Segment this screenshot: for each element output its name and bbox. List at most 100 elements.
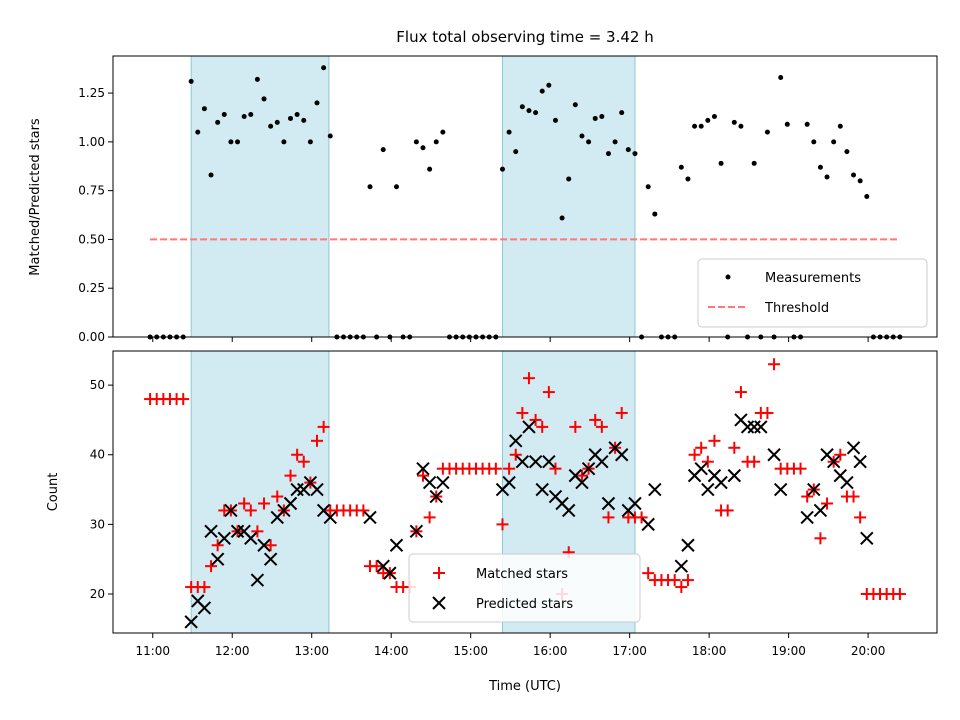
matched-star-point xyxy=(688,448,701,461)
measurement-point xyxy=(235,139,241,145)
ratio-y-ticks: 0.00 0.25 0.50 0.75 1.00 1.25 xyxy=(78,86,113,344)
matched-star-point xyxy=(264,539,277,552)
matched-star-point xyxy=(205,560,218,573)
matched-star-point xyxy=(794,462,807,475)
predicted-star-point xyxy=(860,531,874,546)
matched-star-point xyxy=(284,469,297,482)
x-tick-label: 20:00 xyxy=(851,644,886,658)
measurement-point xyxy=(533,110,539,116)
measurement-point xyxy=(837,123,843,129)
y-tick-label: 40 xyxy=(90,448,105,462)
measurement-point xyxy=(367,184,373,190)
predicted-star-point xyxy=(740,420,755,434)
measurement-point xyxy=(433,139,439,145)
measurement-point xyxy=(784,121,790,127)
matched-star-point xyxy=(695,441,708,454)
measurement-point xyxy=(539,88,545,94)
matched-star-point xyxy=(503,462,516,475)
predicted-star-point xyxy=(528,455,543,469)
legend-predicted-label: Predicted stars xyxy=(476,597,573,612)
matched-star-point xyxy=(569,420,582,433)
matched-star-point xyxy=(893,588,906,601)
predicted-star-point xyxy=(429,489,443,504)
measurement-point xyxy=(427,166,433,172)
measurement-point xyxy=(586,139,592,145)
measurement-point xyxy=(215,119,221,125)
matched-star-point xyxy=(748,455,761,468)
measurement-point xyxy=(698,123,704,129)
predicted-star-point xyxy=(601,496,616,511)
ratio-x-ticks xyxy=(152,337,869,342)
measurement-point xyxy=(579,133,585,139)
measurement-point xyxy=(864,194,870,199)
predicted-star-point xyxy=(263,552,278,566)
legend-matched-label: Matched stars xyxy=(476,567,568,582)
measurement-point xyxy=(817,164,823,170)
measurement-point xyxy=(254,76,260,82)
measurement-point xyxy=(413,139,419,145)
measurement-point xyxy=(440,129,446,135)
measurement-point xyxy=(599,113,605,119)
measurement-point xyxy=(526,108,532,114)
matched-star-point xyxy=(297,455,310,468)
matched-star-point xyxy=(602,511,615,524)
ratio-shaded-regions xyxy=(190,55,636,338)
x-tick-label: 16:00 xyxy=(533,644,568,658)
predicted-star-point xyxy=(416,461,430,476)
measurement-point xyxy=(208,172,214,178)
shaded-interval xyxy=(190,55,330,338)
measurement-point xyxy=(692,123,698,129)
x-tick-label: 15:00 xyxy=(453,644,488,658)
matched-star-point xyxy=(615,406,628,419)
y-tick-label: 0.50 xyxy=(78,232,105,246)
chart-title: Flux total observing time = 3.42 h xyxy=(396,28,653,46)
matched-star-point xyxy=(801,490,814,503)
measurement-point xyxy=(506,129,512,135)
ratio-points xyxy=(147,65,903,340)
measurement-point xyxy=(499,166,505,172)
measurement-point xyxy=(811,139,817,145)
predicted-star-point xyxy=(184,615,198,629)
predicted-star-point xyxy=(581,461,596,476)
matched-star-point xyxy=(847,490,860,503)
counts-y-ticks: 20 30 40 50 xyxy=(90,378,113,601)
legend-matched-marker xyxy=(433,567,445,579)
predicted-star-point xyxy=(283,496,298,511)
predicted-star-point xyxy=(515,455,530,469)
measurement-point xyxy=(751,160,757,166)
predicted-star-point xyxy=(502,475,516,490)
measurement-point xyxy=(420,145,426,151)
predicted-star-point xyxy=(575,475,589,490)
predicted-star-point xyxy=(250,573,265,587)
y-tick-label: 30 xyxy=(90,517,105,531)
measurement-point xyxy=(519,104,525,110)
measurement-point xyxy=(824,174,830,180)
predicted-star-point xyxy=(409,524,424,539)
x-tick-label: 12:00 xyxy=(215,644,250,658)
measurement-point xyxy=(632,151,638,157)
matched-star-point xyxy=(522,372,535,385)
measurement-point xyxy=(307,139,313,145)
counts-legend-box xyxy=(408,553,641,623)
measurement-point xyxy=(764,129,770,135)
predicted-star-point xyxy=(210,552,225,566)
predicted-star-point xyxy=(615,448,629,462)
matched-star-point xyxy=(589,413,602,426)
counts-axes-frame xyxy=(112,350,938,634)
measurement-point xyxy=(804,121,810,127)
predicted-star-point xyxy=(323,510,337,525)
matched-star-point xyxy=(721,504,734,517)
predicted-star-point xyxy=(595,455,609,469)
measurement-point xyxy=(851,172,857,178)
predicted-star-point xyxy=(714,475,728,490)
matched-star-point xyxy=(635,511,648,524)
measurement-point xyxy=(685,176,691,182)
matched-star-point xyxy=(238,497,251,510)
measurement-point xyxy=(718,160,724,166)
matched-star-point xyxy=(271,490,284,503)
matched-star-point xyxy=(708,434,721,447)
measurement-point xyxy=(281,139,287,145)
measurement-point xyxy=(678,164,684,170)
measurement-point xyxy=(546,82,552,88)
